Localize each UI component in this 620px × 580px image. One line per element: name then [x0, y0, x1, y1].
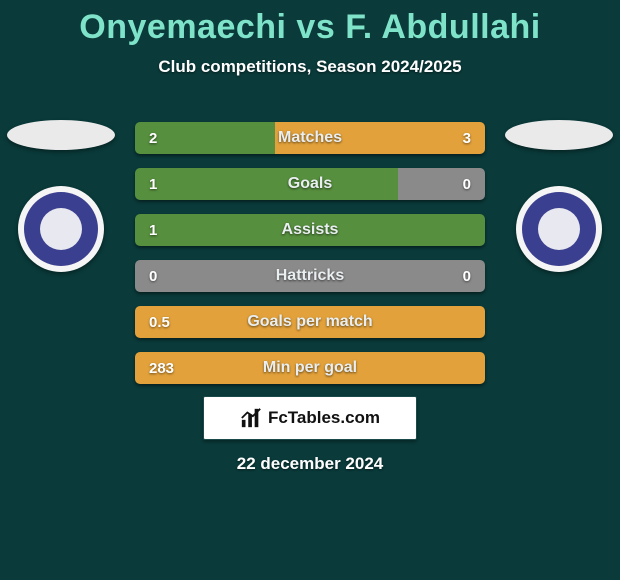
stat-row: Goals per match0.5 [135, 306, 485, 338]
brand-text: FcTables.com [268, 408, 380, 428]
stat-row: Hattricks0 0 [135, 260, 485, 292]
stat-value-right: 0 [463, 168, 471, 200]
stat-value-left: 1 [149, 168, 157, 200]
stat-row: Min per goal283 [135, 352, 485, 384]
player-left-photo [7, 120, 115, 150]
date-text: 22 december 2024 [0, 454, 620, 474]
subtitle: Club competitions, Season 2024/2025 [0, 57, 620, 77]
page-title: Onyemaechi vs F. Abdullahi [0, 0, 620, 47]
player-left-column [6, 120, 116, 272]
stat-value-right: 0 [463, 260, 471, 292]
stat-label: Matches [135, 122, 485, 154]
stat-value-left: 1 [149, 214, 157, 246]
stat-value-right: 3 [463, 122, 471, 154]
player-right-club-badge [516, 186, 602, 272]
stat-row: Goals1 0 [135, 168, 485, 200]
player-left-club-badge [18, 186, 104, 272]
stat-value-left: 283 [149, 352, 174, 384]
stat-value-left: 0 [149, 260, 157, 292]
player-right-column [504, 120, 614, 272]
player-right-photo [505, 120, 613, 150]
stat-label: Goals per match [135, 306, 485, 338]
brand-box: FcTables.com [203, 396, 417, 440]
stat-row: Matches2 3 [135, 122, 485, 154]
stat-label: Assists [135, 214, 485, 246]
stat-label: Hattricks [135, 260, 485, 292]
stat-label: Goals [135, 168, 485, 200]
stat-label: Min per goal [135, 352, 485, 384]
stat-value-left: 0.5 [149, 306, 170, 338]
stat-value-left: 2 [149, 122, 157, 154]
stats-bars: Matches23Goals10Assists1Hattricks00Goals… [135, 122, 485, 398]
stat-row: Assists1 [135, 214, 485, 246]
brand-icon [240, 407, 262, 429]
